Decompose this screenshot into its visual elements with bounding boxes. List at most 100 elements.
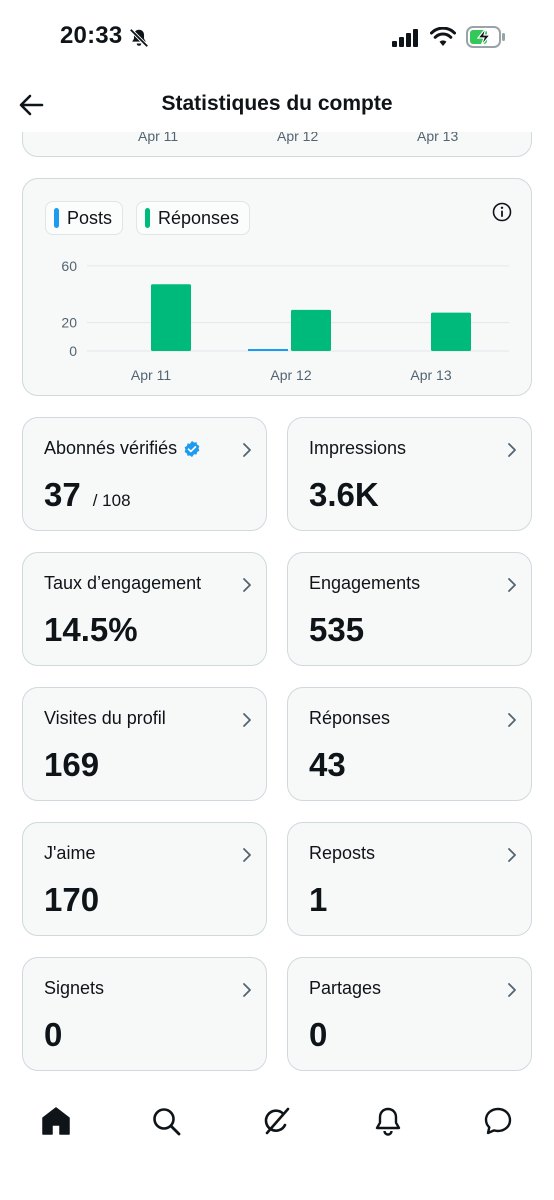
stat-label: Signets — [44, 978, 104, 999]
grok-icon[interactable] — [261, 1105, 293, 1137]
page-title: Statistiques du compte — [161, 92, 393, 115]
stat-value-text: 535 — [309, 611, 365, 648]
battery-charging-icon — [466, 26, 505, 48]
stat-label-text: Impressions — [309, 438, 407, 458]
bell-slash-icon — [129, 28, 149, 48]
stat-label: Impressions — [309, 438, 406, 459]
info-icon[interactable] — [491, 201, 513, 223]
stat-label: Visites du profil — [44, 708, 166, 729]
stat-value: 43 — [309, 746, 346, 784]
legend-swatch — [145, 208, 150, 228]
stat-card[interactable]: Partages 0 — [287, 957, 532, 1071]
bar-posts — [248, 349, 288, 351]
bar-replies — [151, 284, 191, 351]
stat-value: 3.6K — [309, 476, 379, 514]
legend-label: Réponses — [158, 207, 240, 228]
stat-label-text: Visites du profil — [44, 708, 166, 728]
chevron-right-icon — [508, 578, 516, 592]
stat-card[interactable]: Reposts 1 — [287, 822, 532, 936]
stat-label: Abonnés vérifiés — [44, 438, 201, 459]
stat-label: Reposts — [309, 843, 375, 864]
stat-value: 1 — [309, 881, 327, 919]
stat-value-text: 0 — [309, 1016, 328, 1053]
stat-value-text: 1 — [309, 881, 328, 918]
stat-card[interactable]: Engagements 535 — [287, 552, 532, 666]
legend-replies[interactable]: Réponses — [136, 201, 251, 235]
stat-value-text: 170 — [44, 881, 100, 918]
stat-value-text: 169 — [44, 746, 100, 783]
stat-label-text: Partages — [309, 978, 382, 998]
search-icon[interactable] — [150, 1105, 182, 1137]
status-time: 20:33 — [60, 22, 123, 49]
chevron-right-icon — [508, 983, 516, 997]
stat-label-text: Signets — [44, 978, 105, 998]
stat-value: 37 / 108 — [44, 476, 131, 514]
stat-label-text: Taux d’engagement — [44, 573, 202, 593]
stat-value-text: 0 — [44, 1016, 63, 1053]
stat-card[interactable]: Visites du profil 169 — [22, 687, 267, 801]
chevron-right-icon — [243, 443, 251, 457]
y-tick-label: 60 — [61, 258, 77, 274]
header: Statistiques du compte — [0, 78, 554, 132]
stat-label: J'aime — [44, 843, 95, 864]
prev-tick-label: Apr 13 — [417, 128, 459, 144]
status-bar: 20:33 — [0, 0, 554, 74]
stat-card[interactable]: J'aime 170 — [22, 822, 267, 936]
stat-value: 14.5% — [44, 611, 138, 649]
chevron-right-icon — [243, 713, 251, 727]
stat-value: 0 — [309, 1016, 327, 1054]
chevron-right-icon — [243, 983, 251, 997]
chart-card: Posts Réponses 0 20 60 Apr 11 Apr 12 Apr 13 — [22, 178, 532, 396]
x-tick-label: Apr 11 — [131, 367, 171, 383]
previous-chart-axis-labels: Apr 11 Apr 12 Apr 13 — [0, 128, 554, 146]
prev-tick-label: Apr 11 — [138, 128, 179, 144]
bar-replies — [431, 312, 471, 351]
y-tick-label: 0 — [69, 343, 77, 359]
legend-swatch — [54, 208, 59, 228]
stat-value: 0 — [44, 1016, 62, 1054]
stat-card[interactable]: Réponses 43 — [287, 687, 532, 801]
stat-value-text: 14.5% — [44, 611, 138, 648]
bell-icon[interactable] — [372, 1105, 404, 1137]
stat-label: Partages — [309, 978, 381, 999]
stat-label-text: Réponses — [309, 708, 391, 728]
bar-chart: 0 20 60 Apr 11 Apr 12 Apr 13 — [61, 258, 509, 383]
cellular-signal-icon — [392, 29, 418, 47]
chevron-right-icon — [243, 578, 251, 592]
bottom-tab-bar — [0, 1085, 554, 1165]
legend-label: Posts — [67, 207, 113, 228]
stat-card[interactable]: Impressions 3.6K — [287, 417, 532, 531]
y-tick-label: 20 — [61, 315, 77, 331]
messages-icon[interactable] — [482, 1105, 514, 1137]
chevron-right-icon — [508, 713, 516, 727]
stat-label-text: Engagements — [309, 573, 421, 593]
stat-value-text: 43 — [309, 746, 346, 783]
chevron-right-icon — [243, 848, 251, 862]
stat-label: Engagements — [309, 573, 420, 594]
stat-label: Réponses — [309, 708, 390, 729]
stat-card[interactable]: Taux d’engagement 14.5% — [22, 552, 267, 666]
chevron-right-icon — [508, 443, 516, 457]
stat-label: Taux d’engagement — [44, 573, 201, 594]
chevron-right-icon — [508, 848, 516, 862]
stat-value: 170 — [44, 881, 99, 919]
legend-posts[interactable]: Posts — [45, 201, 124, 235]
home-icon[interactable] — [40, 1105, 72, 1137]
verified-badge-icon — [184, 440, 200, 457]
x-tick-label: Apr 12 — [270, 367, 311, 383]
stat-label-text: Reposts — [309, 843, 376, 863]
stat-card[interactable]: Abonnés vérifiés 37 / 108 — [22, 417, 267, 531]
stat-label-text: J'aime — [44, 843, 96, 863]
wifi-icon — [430, 27, 456, 46]
stat-card[interactable]: Signets 0 — [22, 957, 267, 1071]
bar-replies — [291, 309, 331, 351]
prev-tick-label: Apr 12 — [277, 128, 319, 144]
stat-value: 535 — [309, 611, 364, 649]
stat-label-text: Abonnés vérifiés — [44, 438, 178, 458]
stat-value: 169 — [44, 746, 99, 784]
back-arrow-icon[interactable] — [16, 90, 46, 120]
stat-value-text: 3.6K — [309, 476, 379, 513]
x-tick-label: Apr 13 — [410, 367, 451, 383]
stat-value-text: 37 — [44, 476, 81, 513]
stat-total-text: / 108 — [92, 491, 131, 510]
